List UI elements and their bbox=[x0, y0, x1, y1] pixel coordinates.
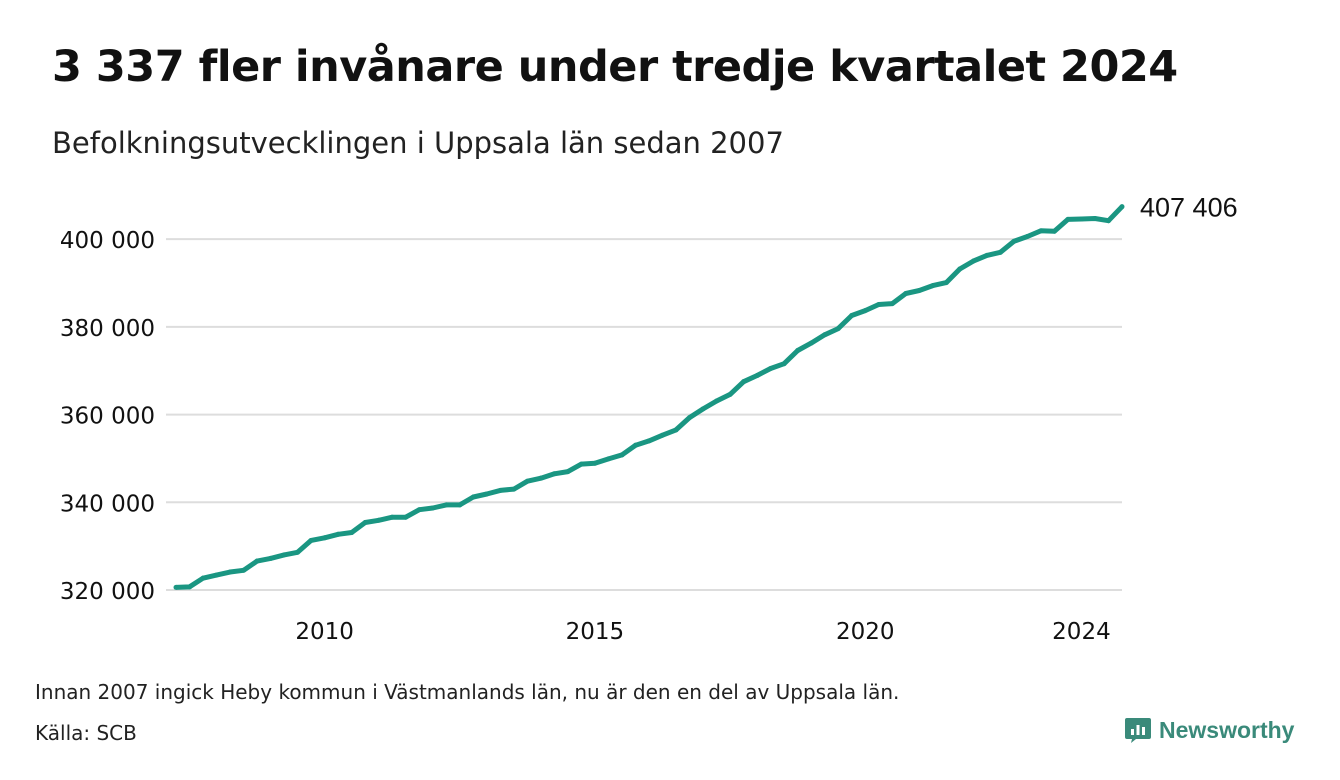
data-point bbox=[578, 461, 584, 467]
y-tick-label: 320 000 bbox=[60, 579, 155, 605]
series-line bbox=[175, 204, 1124, 590]
data-point bbox=[565, 469, 571, 475]
data-point bbox=[268, 555, 274, 561]
data-point bbox=[646, 438, 652, 444]
data-point bbox=[916, 287, 922, 293]
data-point bbox=[524, 478, 530, 484]
y-tick-label: 360 000 bbox=[60, 404, 155, 430]
line-chart: 320 000 340 000 360 000 380 000 400 000 2010… bbox=[60, 193, 1238, 645]
data-point bbox=[200, 575, 206, 581]
data-point bbox=[795, 348, 801, 354]
data-point bbox=[1092, 216, 1098, 222]
data-point bbox=[295, 549, 301, 555]
end-value-label: 407 406 bbox=[1140, 193, 1238, 223]
data-point bbox=[1024, 234, 1030, 240]
data-point bbox=[484, 491, 490, 497]
grid-lines bbox=[166, 238, 1122, 591]
data-point bbox=[511, 486, 517, 492]
data-point bbox=[660, 432, 666, 438]
data-point bbox=[849, 312, 855, 318]
data-point bbox=[943, 280, 949, 286]
x-tick-label: 2024 bbox=[1052, 619, 1111, 645]
data-point bbox=[322, 535, 328, 541]
data-point bbox=[889, 301, 895, 307]
annotation-layer: 407 406 bbox=[1140, 193, 1238, 223]
data-point bbox=[1065, 216, 1071, 222]
data-point bbox=[930, 283, 936, 289]
data-point bbox=[254, 558, 260, 564]
y-tick-label: 380 000 bbox=[60, 316, 155, 342]
chart-subtitle: Befolkningsutvecklingen i Uppsala län se… bbox=[52, 126, 784, 160]
data-point bbox=[1119, 204, 1125, 210]
data-point bbox=[1038, 228, 1044, 234]
data-point bbox=[970, 258, 976, 264]
data-point bbox=[997, 249, 1003, 255]
data-point bbox=[903, 291, 909, 297]
data-point bbox=[349, 530, 355, 536]
data-point bbox=[822, 332, 828, 338]
data-point bbox=[862, 308, 868, 314]
data-point bbox=[214, 572, 220, 578]
data-point bbox=[1078, 216, 1084, 222]
data-point bbox=[376, 517, 382, 523]
data-point bbox=[876, 302, 882, 308]
data-point bbox=[1011, 238, 1017, 244]
data-point bbox=[389, 514, 395, 520]
x-tick-label: 2020 bbox=[836, 619, 895, 645]
data-point bbox=[835, 326, 841, 332]
y-tick-label: 340 000 bbox=[60, 491, 155, 517]
x-tick-label: 2015 bbox=[566, 619, 625, 645]
data-point bbox=[714, 398, 720, 404]
data-point bbox=[1105, 218, 1111, 224]
data-point bbox=[430, 505, 436, 511]
source-credit: Källa: SCB bbox=[35, 721, 137, 745]
data-point bbox=[700, 406, 706, 412]
data-point bbox=[497, 487, 503, 493]
newsworthy-logo-icon bbox=[1125, 718, 1151, 743]
data-point bbox=[808, 340, 814, 346]
data-point bbox=[605, 456, 611, 462]
data-point bbox=[984, 252, 990, 258]
series-layer bbox=[173, 204, 1125, 590]
data-point bbox=[538, 475, 544, 481]
data-point bbox=[741, 379, 747, 385]
data-point bbox=[754, 373, 760, 379]
data-point bbox=[173, 584, 179, 590]
data-point bbox=[187, 584, 193, 590]
chart-title: 3 337 fler invånare under tredje kvartal… bbox=[52, 42, 1178, 92]
data-point bbox=[781, 361, 787, 367]
x-axis-ticks: 2010 2015 2020 2024 bbox=[295, 619, 1110, 645]
data-point bbox=[619, 452, 625, 458]
data-point bbox=[632, 442, 638, 448]
data-point bbox=[592, 460, 598, 466]
data-point bbox=[768, 366, 774, 372]
data-point bbox=[457, 502, 463, 508]
data-point bbox=[957, 266, 963, 272]
data-point bbox=[335, 531, 341, 537]
data-point bbox=[443, 502, 449, 508]
footnote: Innan 2007 ingick Heby kommun i Västmanl… bbox=[35, 680, 900, 704]
data-point bbox=[673, 427, 679, 433]
data-point bbox=[416, 507, 422, 513]
data-point bbox=[281, 552, 287, 558]
data-point bbox=[687, 415, 693, 421]
data-point bbox=[1051, 228, 1057, 234]
data-point bbox=[470, 494, 476, 500]
brand-name: Newsworthy bbox=[1159, 716, 1295, 743]
data-point bbox=[403, 514, 409, 520]
y-axis-ticks: 320 000 340 000 360 000 380 000 400 000 bbox=[60, 228, 155, 605]
data-point bbox=[551, 471, 557, 477]
data-point bbox=[727, 391, 733, 397]
y-tick-label: 400 000 bbox=[60, 228, 155, 254]
data-point bbox=[308, 537, 314, 543]
data-point bbox=[227, 569, 233, 575]
data-point bbox=[362, 519, 368, 525]
data-point bbox=[241, 567, 247, 573]
x-tick-label: 2010 bbox=[295, 619, 354, 645]
brand-logo: Newsworthy bbox=[1124, 716, 1294, 744]
